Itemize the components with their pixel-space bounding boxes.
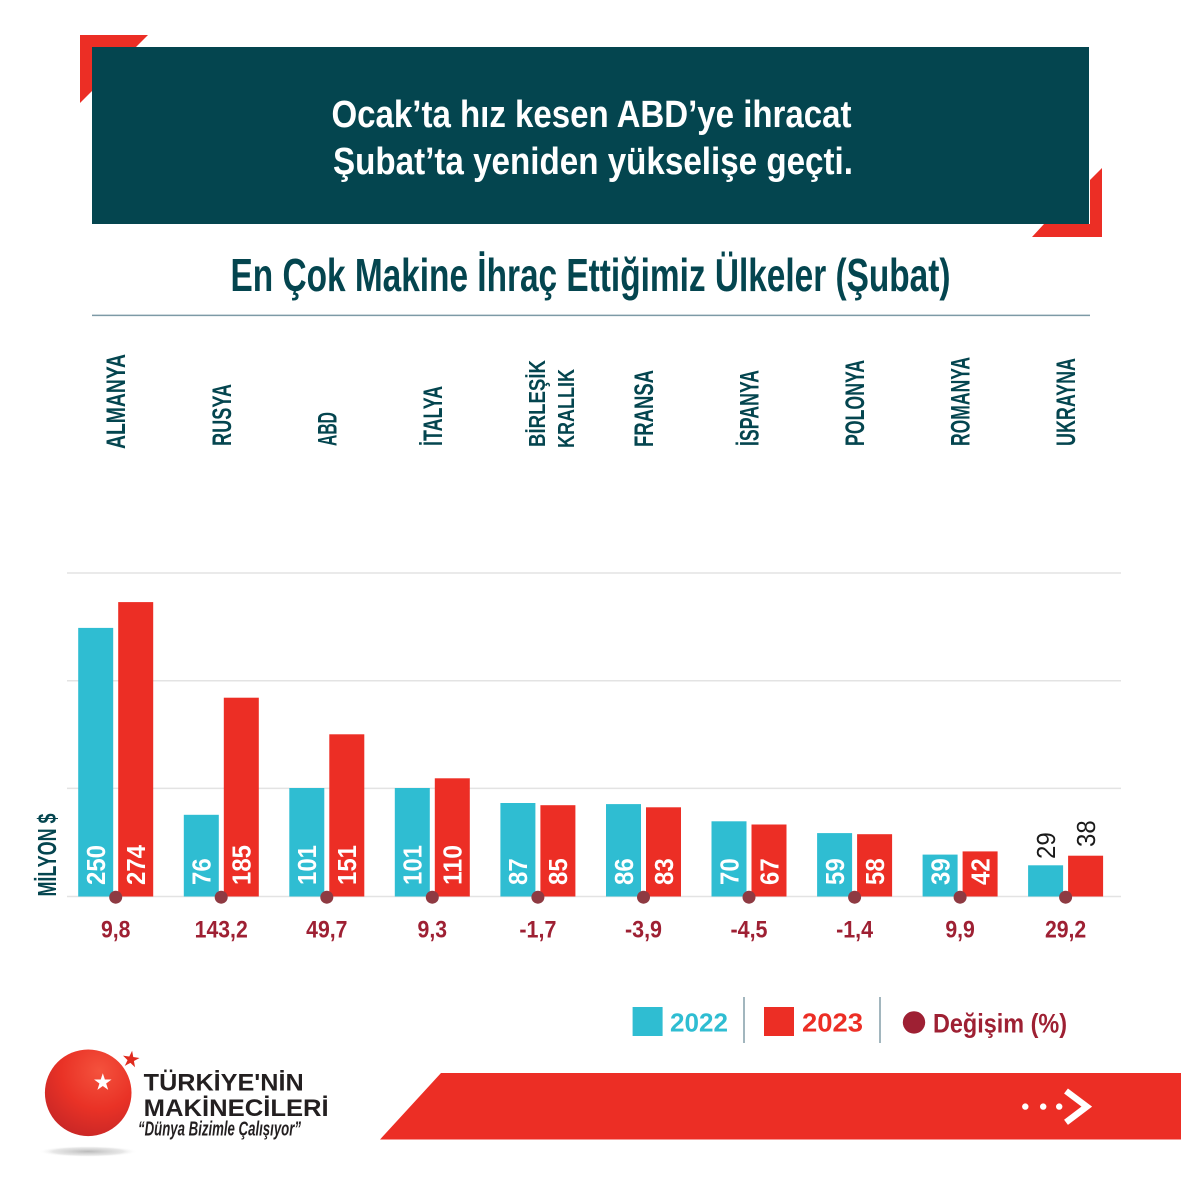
svg-text:274: 274 xyxy=(121,845,151,885)
svg-text:58: 58 xyxy=(860,858,890,885)
svg-text:76: 76 xyxy=(187,858,217,885)
svg-text:185: 185 xyxy=(227,845,257,885)
svg-text:49,7: 49,7 xyxy=(306,916,347,943)
svg-text:KRALLIK: KRALLIK xyxy=(553,369,579,448)
svg-text:TÜRKİYE'NİN: TÜRKİYE'NİN xyxy=(144,1070,304,1097)
svg-text:BİRLEŞİK: BİRLEŞİK xyxy=(524,360,550,447)
svg-text:151: 151 xyxy=(332,845,362,885)
svg-text:110: 110 xyxy=(438,845,468,885)
svg-text:42: 42 xyxy=(965,858,995,885)
svg-text:29: 29 xyxy=(1031,832,1061,859)
svg-text:9,8: 9,8 xyxy=(101,916,131,943)
svg-text:2023: 2023 xyxy=(802,1007,863,1037)
svg-text:POLONYA: POLONYA xyxy=(840,360,870,446)
svg-text:-4,5: -4,5 xyxy=(731,916,768,943)
svg-text:85: 85 xyxy=(543,858,573,885)
svg-text:-1,7: -1,7 xyxy=(519,916,556,943)
svg-text:59: 59 xyxy=(820,858,850,885)
svg-text:143,2: 143,2 xyxy=(195,916,248,943)
svg-text:2022: 2022 xyxy=(670,1007,728,1037)
svg-text:70: 70 xyxy=(714,858,744,885)
svg-text:ABD: ABD xyxy=(312,412,342,446)
svg-text:İTALYA: İTALYA xyxy=(418,386,448,446)
svg-text:İSPANYA: İSPANYA xyxy=(735,370,765,446)
svg-text:87: 87 xyxy=(503,858,533,885)
svg-text:Şubat’ta yeniden yükselişe geç: Şubat’ta yeniden yükselişe geçti. xyxy=(333,141,853,183)
svg-text:ROMANYA: ROMANYA xyxy=(946,357,976,446)
svg-text:RUSYA: RUSYA xyxy=(207,384,237,446)
svg-text:“Dünya Bizimle Çalışıyor”: “Dünya Bizimle Çalışıyor” xyxy=(138,1119,301,1141)
svg-text:-3,9: -3,9 xyxy=(625,916,662,943)
svg-text:250: 250 xyxy=(81,845,111,885)
svg-text:Ocak’ta hız kesen ABD’ye ihrac: Ocak’ta hız kesen ABD’ye ihracat xyxy=(332,94,852,136)
svg-text:ALMANYA: ALMANYA xyxy=(101,354,131,449)
svg-text:83: 83 xyxy=(649,858,679,885)
svg-text:9,9: 9,9 xyxy=(945,916,975,943)
svg-text:En Çok Makine İhraç Ettiğimiz: En Çok Makine İhraç Ettiğimiz Ülkeler (Ş… xyxy=(231,249,951,301)
svg-text:67: 67 xyxy=(754,858,784,885)
svg-text:86: 86 xyxy=(609,858,639,885)
svg-text:Değişim (%): Değişim (%) xyxy=(933,1009,1067,1039)
svg-text:29,2: 29,2 xyxy=(1045,916,1086,943)
svg-text:MAKİNECİLERİ: MAKİNECİLERİ xyxy=(144,1095,329,1122)
svg-text:-1,4: -1,4 xyxy=(836,916,873,943)
svg-text:FRANSA: FRANSA xyxy=(629,370,659,447)
svg-text:101: 101 xyxy=(398,845,428,885)
svg-text:38: 38 xyxy=(1071,820,1101,847)
svg-text:9,3: 9,3 xyxy=(418,916,448,943)
svg-text:MİLYON $: MİLYON $ xyxy=(32,813,62,896)
svg-text:UKRAYNA: UKRAYNA xyxy=(1051,358,1081,446)
svg-text:39: 39 xyxy=(925,858,955,885)
svg-text:101: 101 xyxy=(292,845,322,885)
